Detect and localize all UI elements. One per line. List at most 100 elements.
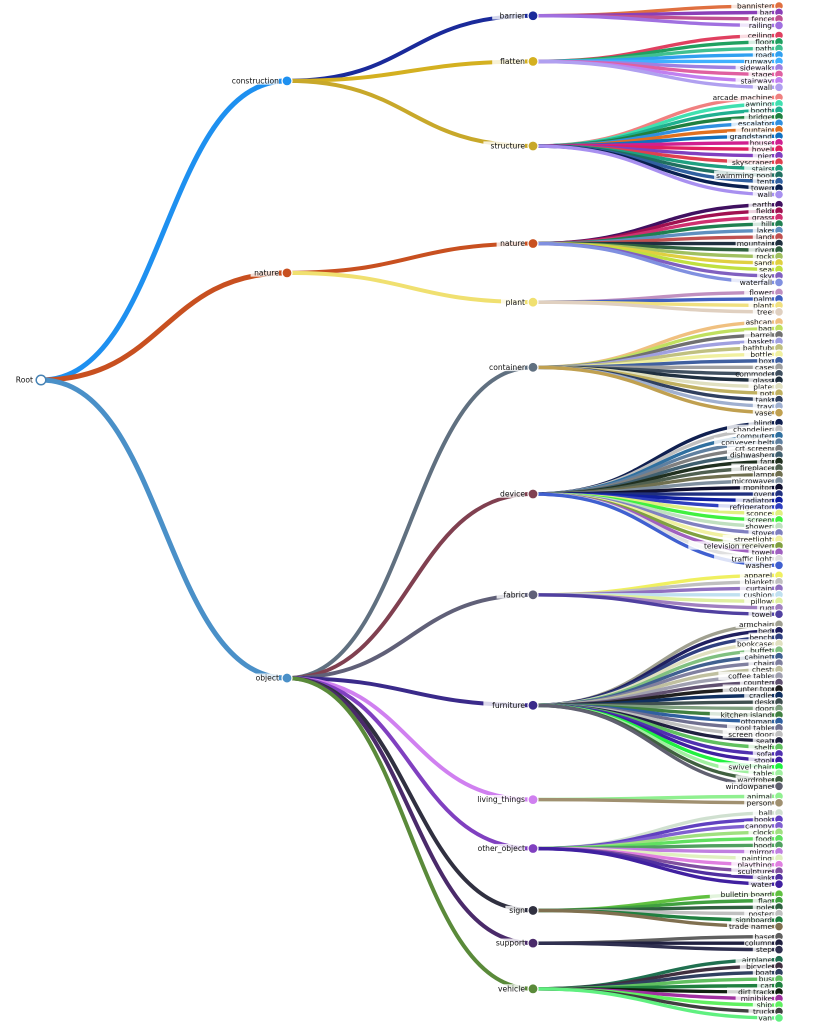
leaf-label-desk: desk [755,698,773,707]
label-background [752,258,772,267]
leaf-label-conveyer-belt: conveyer belt [721,438,772,447]
label-background [752,232,772,241]
leaf-node-step[interactable] [773,944,784,955]
category-node-support[interactable] [527,937,539,949]
group-node-construction[interactable] [281,75,293,87]
category-node-sign[interactable] [527,904,539,917]
category-node-flatten[interactable] [527,55,539,68]
leaf-label-cradle: cradle [749,691,772,700]
leaf-label-computer: computer [736,431,773,440]
link-living-things-person [532,797,780,805]
label-background [744,508,772,518]
leaf-node-trade-name[interactable] [773,921,784,932]
leaf-label-towel: towel [752,610,772,619]
label-background [757,7,772,17]
leaf-label-signboard: signboard [735,916,772,925]
label-background [505,905,525,915]
leaf-label-door: door [755,704,773,713]
label-background [757,603,772,612]
category-node-fabric[interactable] [527,589,539,601]
category-node-device[interactable] [527,488,539,500]
category-node-vehicle[interactable] [527,983,539,995]
leaf-label-pole: pole [756,903,772,912]
tree-nodes: bannisterbarfencerailingceilingfloorpath… [13,0,784,1023]
leaf-label-coffee-table: coffee table [728,672,772,681]
category-label-living-things: living_things [477,795,525,804]
leaf-node-tree[interactable] [773,306,784,317]
group-node-nature[interactable] [281,267,293,279]
leaf-node-water[interactable] [773,879,784,890]
leaf-label-arcade-machine: arcade machine [713,93,773,102]
category-label-other-object: other_object [478,844,525,853]
label-background [744,99,772,108]
leaf-label-grandstand: grandstand [730,132,773,141]
label-background [757,1013,772,1022]
label-background [744,596,772,606]
label-background [735,431,772,440]
leaf-node-wall[interactable] [773,189,784,200]
leaf-node-van[interactable] [773,1012,784,1023]
leaf-label-stool: stool [754,756,772,765]
leaf-label-sky: sky [760,272,773,281]
label-background [744,164,772,173]
category-node-plant[interactable] [527,296,539,308]
label-background [13,375,33,384]
root-node[interactable] [35,374,47,386]
label-background [748,105,772,115]
category-node-container[interactable] [527,361,539,373]
category-node-structure[interactable] [527,140,539,152]
link-construction-flatten [286,59,534,83]
leaf-node-vase[interactable] [773,407,784,418]
label-background [752,489,772,498]
label-background [752,43,772,53]
category-node-other-object[interactable] [527,842,539,855]
leaf-label-awning: awning [745,99,772,108]
label-background [757,264,772,274]
leaf-node-washer[interactable] [773,560,784,571]
leaf-label-screen-door: screen door [728,730,773,739]
leaf-node-wall[interactable] [773,82,784,93]
leaf-label-sidewalk: sidewalk [740,63,773,72]
label-background [224,76,279,85]
leaf-label-towel: towel [752,548,772,557]
leaf-label-bulletin-board: bulletin board [721,890,773,899]
category-label-furniture: furniture [492,701,525,710]
leaf-label-dishwasher: dishwasher [730,451,773,460]
label-background [748,37,772,46]
leaf-label-column: column [745,939,773,948]
label-background [727,157,772,166]
category-node-barrier[interactable] [527,10,539,22]
leaf-label-person: person [747,798,773,807]
label-background [744,317,772,326]
category-node-living-things[interactable] [527,793,539,806]
label-background [748,768,772,778]
leaf-label-bed: bed [758,626,772,635]
label-background [748,665,772,674]
label-background [731,860,772,869]
leaf-node-railing[interactable] [773,20,784,31]
leaf-label-rock: rock [756,252,772,261]
label-background [483,362,525,372]
leaf-label-fence: fence [752,15,773,24]
leaf-node-windowpane[interactable] [773,781,784,792]
leaf-node-waterfall[interactable] [773,277,784,288]
leaf-label-van: van [758,1014,772,1023]
label-background [735,495,772,505]
leaf-label-counter: counter [744,678,773,687]
label-background [757,271,772,280]
leaf-label-minibike: minibike [741,994,773,1003]
label-background [748,14,772,23]
label-background [748,300,772,310]
link-object-container [286,365,534,681]
leaf-node-person[interactable] [773,797,784,808]
group-node-object[interactable] [281,672,293,684]
label-background [739,30,772,40]
label-background [744,515,772,524]
label-background [722,534,772,544]
leaf-label-field: field [756,207,772,216]
category-node-furniture[interactable] [527,699,539,711]
leaf-node-towel[interactable] [773,609,784,620]
category-node-nature[interactable] [527,237,539,250]
label-background [483,700,525,710]
label-background [250,673,279,682]
